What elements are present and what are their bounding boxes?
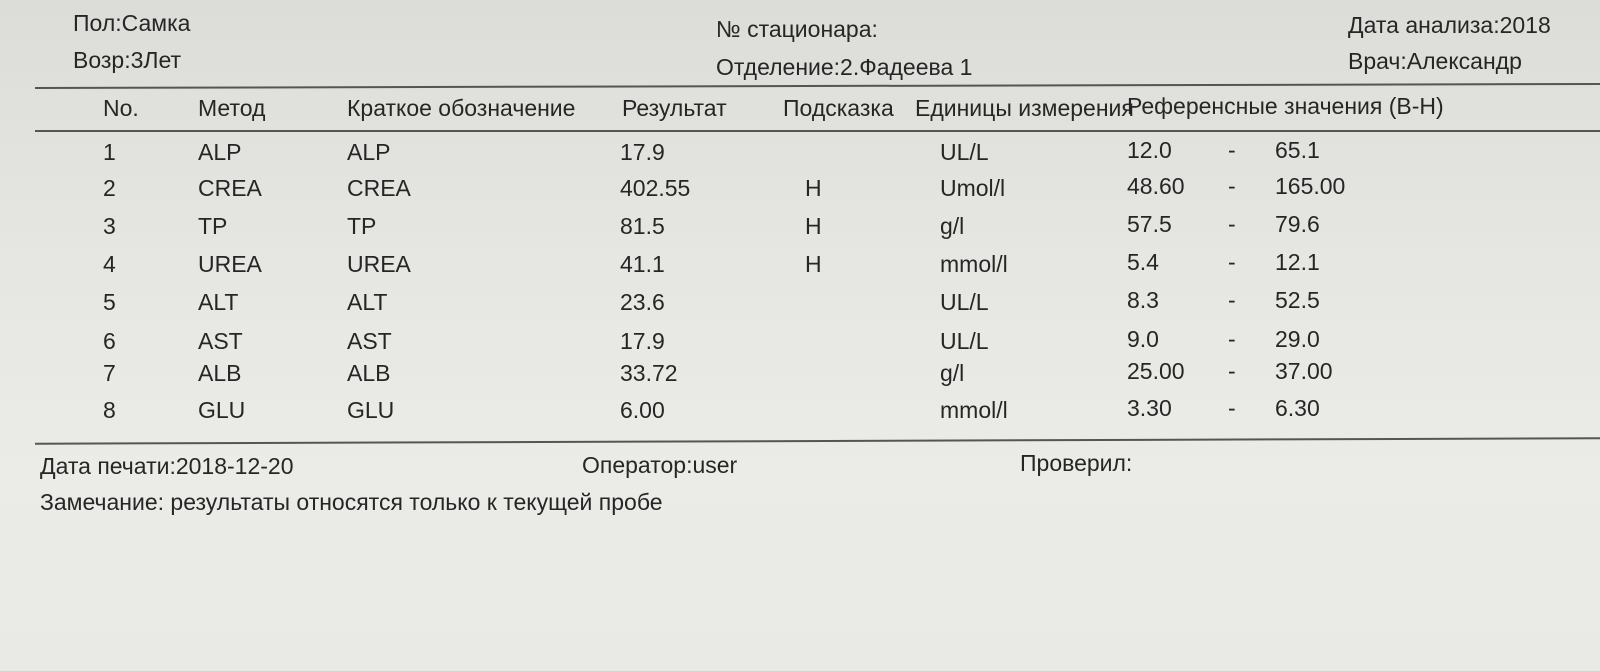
cell-dash: - — [1228, 173, 1236, 199]
operator: Оператор:user — [582, 452, 738, 478]
cell-no: 3 — [103, 213, 116, 239]
cell-high: 79.6 — [1275, 211, 1320, 237]
cell-high: 165.00 — [1275, 173, 1346, 199]
col-units: Единицы измерения — [915, 95, 1134, 121]
cell-dash: - — [1228, 358, 1236, 384]
cell-unit: g/l — [940, 213, 965, 239]
cell-unit: UL/L — [940, 139, 989, 165]
cell-method: ALT — [198, 289, 239, 315]
cell-no: 7 — [103, 360, 116, 386]
cell-result: 17.9 — [620, 139, 665, 165]
cell-unit: UL/L — [940, 289, 989, 315]
cell-dash: - — [1228, 211, 1236, 237]
cell-hint: H — [805, 213, 822, 239]
sex-field: Пол:Самка — [73, 10, 191, 36]
cell-result: 23.6 — [620, 289, 665, 315]
col-reference: Референсные значения (В-Н) — [1127, 93, 1444, 119]
analysis-date-field: Дата анализа:2018 — [1348, 12, 1551, 38]
header-divider — [35, 82, 1600, 90]
cell-no: 4 — [103, 251, 116, 277]
cell-low: 25.00 — [1127, 358, 1185, 384]
cell-no: 8 — [103, 397, 116, 423]
cell-high: 6.30 — [1275, 395, 1320, 421]
cell-method: UREA — [198, 251, 262, 277]
cell-unit: UL/L — [940, 328, 989, 354]
cell-low: 48.60 — [1127, 173, 1185, 199]
cell-no: 2 — [103, 175, 116, 201]
cell-result: 41.1 — [620, 251, 665, 277]
cell-method: GLU — [198, 397, 246, 423]
cell-high: 52.5 — [1275, 287, 1320, 313]
cell-result: 6.00 — [620, 397, 665, 423]
cell-low: 8.3 — [1127, 287, 1159, 313]
col-short-name: Краткое обозначение — [347, 95, 576, 121]
cell-short: UREA — [347, 251, 411, 277]
cell-method: ALB — [198, 360, 242, 386]
cell-method: AST — [198, 328, 243, 354]
cell-short: TP — [347, 213, 377, 239]
col-result: Результат — [622, 95, 727, 121]
cell-low: 3.30 — [1127, 395, 1172, 421]
table-header-divider — [35, 130, 1600, 132]
cell-dash: - — [1228, 249, 1236, 275]
cell-short: AST — [347, 328, 392, 354]
cell-dash: - — [1228, 395, 1236, 421]
doctor-field: Врач:Александр — [1348, 48, 1522, 74]
cell-unit: g/l — [940, 360, 965, 386]
note: Замечание: результаты относятся только к… — [40, 489, 663, 515]
cell-high: 37.00 — [1275, 358, 1333, 384]
cell-high: 29.0 — [1275, 326, 1320, 352]
cell-no: 6 — [103, 328, 116, 354]
cell-unit: mmol/l — [940, 251, 1008, 277]
cell-method: TP — [198, 213, 228, 239]
cell-unit: mmol/l — [940, 397, 1008, 423]
cell-dash: - — [1228, 287, 1236, 313]
cell-dash: - — [1228, 326, 1236, 352]
table-bottom-divider — [35, 437, 1600, 445]
cell-result: 33.72 — [620, 360, 678, 386]
department-field: Отделение:2.Фадеева 1 — [716, 54, 973, 80]
cell-high: 65.1 — [1275, 137, 1320, 163]
age-field: Возр:3Лет — [73, 47, 182, 73]
col-method: Метод — [198, 95, 266, 121]
cell-short: ALT — [347, 289, 388, 315]
cell-hint: H — [805, 175, 822, 201]
cell-no: 5 — [103, 289, 116, 315]
col-no: No. — [103, 95, 139, 121]
cell-short: CREA — [347, 175, 411, 201]
cell-no: 1 — [103, 139, 116, 165]
cell-low: 12.0 — [1127, 137, 1172, 163]
cell-method: ALP — [198, 139, 242, 165]
cell-dash: - — [1228, 137, 1236, 163]
print-date: Дата печати:2018-12-20 — [40, 453, 294, 479]
ward-number-field: № стационара: — [716, 16, 878, 42]
cell-result: 402.55 — [620, 175, 691, 201]
checked-by: Проверил: — [1020, 450, 1133, 476]
cell-method: CREA — [198, 175, 262, 201]
col-hint: Подсказка — [783, 95, 894, 121]
cell-low: 9.0 — [1127, 326, 1159, 352]
cell-short: ALB — [347, 360, 391, 386]
cell-result: 17.9 — [620, 328, 665, 354]
cell-unit: Umol/l — [940, 175, 1006, 201]
cell-short: ALP — [347, 139, 391, 165]
cell-low: 5.4 — [1127, 249, 1159, 275]
cell-result: 81.5 — [620, 213, 665, 239]
cell-hint: H — [805, 251, 822, 277]
cell-high: 12.1 — [1275, 249, 1320, 275]
cell-low: 57.5 — [1127, 211, 1172, 237]
cell-short: GLU — [347, 397, 395, 423]
